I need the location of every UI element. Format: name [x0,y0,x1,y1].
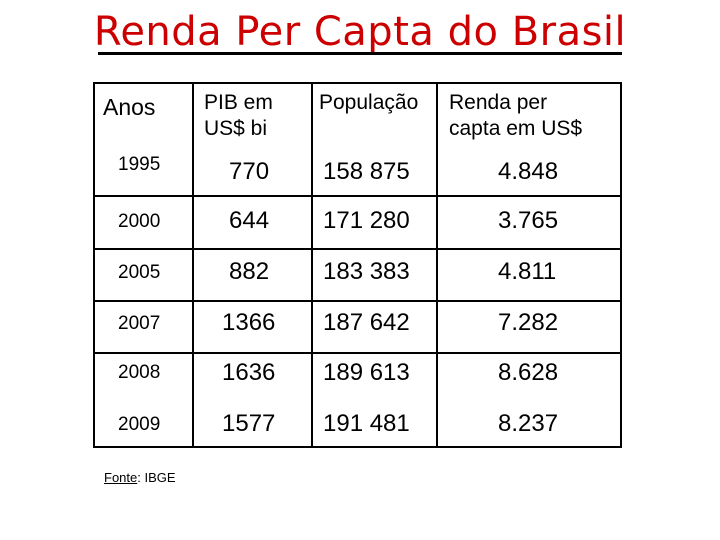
header-renda: Renda per capta em US$ [449,90,582,142]
header-anos: Anos [103,94,156,120]
table-border-top [93,82,622,84]
source-value: IBGE [140,470,176,485]
table-divider [436,82,438,448]
row-2007-renda: 7.282 [498,309,559,336]
header-pib-line1: PIB em [204,91,273,114]
table-border-left [93,82,95,448]
table-row-divider [93,300,622,302]
row-1995-populacao: 158 875 [323,158,410,185]
page-title: Renda Per Capta do Brasil [93,9,627,55]
table-row-divider [93,352,622,354]
row-2009-pib: 1577 [222,410,276,437]
row-2007-pib: 1366 [222,309,276,336]
header-pib: PIB em US$ bi [204,90,273,142]
row-1995-ano: 1995 [118,154,161,175]
source-label: Fonte [104,470,138,485]
header-populacao: População [319,91,419,114]
table-divider [311,82,313,448]
row-1995-renda: 4.848 [498,158,559,185]
table-border-bottom [93,446,622,448]
row-2007-populacao: 187 642 [323,309,410,336]
row-2000-ano: 2000 [118,211,161,232]
row-2007-ano: 2007 [118,313,161,334]
data-table: Anos PIB em US$ bi População Renda per c… [93,82,622,448]
source-note: Fonte: IBGE [104,470,176,485]
row-2005-pib: 882 [229,258,270,285]
row-2008-renda: 8.628 [498,359,559,386]
row-2008-pib: 1636 [222,359,276,386]
table-divider [192,82,194,448]
header-pib-line2: US$ bi [204,117,268,140]
table-row-divider [93,248,622,250]
row-2000-populacao: 171 280 [323,207,410,234]
row-2008-populacao: 189 613 [323,359,410,386]
row-2000-renda: 3.765 [498,207,559,234]
title-underline [98,52,622,55]
row-1995-pib: 770 [229,158,270,185]
source-separator: : [137,470,141,485]
row-2008-ano: 2008 [118,362,161,383]
row-2009-ano: 2009 [118,414,161,435]
row-2000-pib: 644 [229,207,270,234]
header-renda-line1: Renda per [449,91,548,114]
row-2005-populacao: 183 383 [323,258,410,285]
table-border-right [620,82,622,448]
row-2009-populacao: 191 481 [323,410,410,437]
table-row-divider [93,195,622,197]
row-2009-renda: 8.237 [498,410,559,437]
row-2005-ano: 2005 [118,262,161,283]
header-renda-line2: capta em US$ [449,117,583,140]
row-2005-renda: 4.811 [498,258,557,285]
